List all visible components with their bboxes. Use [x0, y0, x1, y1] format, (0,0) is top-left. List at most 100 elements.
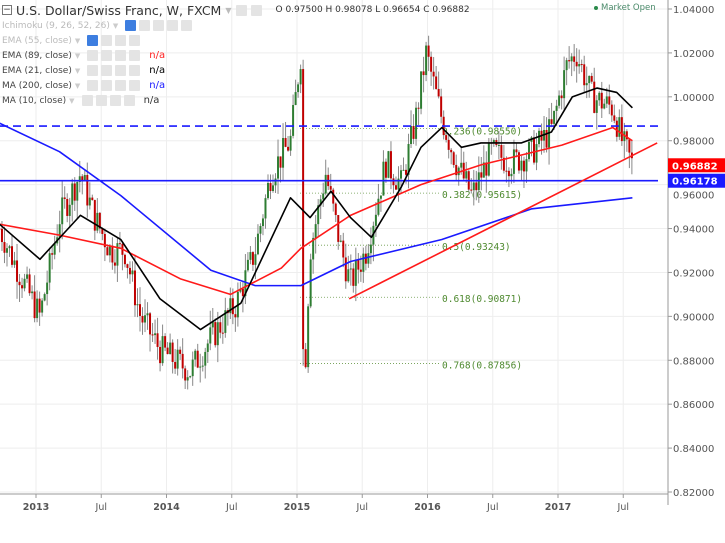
candle-up — [272, 185, 275, 191]
indicator-row[interactable]: EMA (55, close) ▼ — [2, 33, 470, 48]
candle-down — [507, 170, 510, 177]
indicator-row[interactable]: EMA (21, close) ▼ n/a — [2, 63, 470, 78]
candle-up — [603, 103, 606, 109]
candle-down — [284, 138, 287, 147]
candle-down — [329, 186, 332, 190]
candle-down — [352, 268, 355, 286]
chevron-down-icon[interactable]: ▼ — [69, 96, 75, 105]
candle-down — [98, 212, 101, 229]
gear-icon[interactable] — [101, 65, 113, 76]
candle-down — [101, 228, 104, 234]
candle-down — [359, 269, 362, 272]
ma-line — [0, 126, 633, 296]
indicator-row[interactable]: Ichimoku (9, 26, 52, 26) ▼ — [2, 18, 470, 33]
gear-icon[interactable] — [95, 95, 107, 106]
candle-down — [615, 120, 618, 137]
indicator-label[interactable]: EMA (55, close) — [2, 35, 72, 46]
candle-down — [545, 129, 548, 148]
candle-down — [21, 285, 24, 289]
chart-legend: − U.S. Dollar/Swiss Franc, W, FXCM ▼ O 0… — [2, 2, 470, 108]
y-tick-label: 0.86000 — [673, 400, 714, 411]
candle-down — [113, 262, 116, 266]
fib-level-label: 0.236(0.98550) — [442, 127, 522, 138]
eye-icon[interactable] — [125, 20, 137, 31]
chevron-down-icon[interactable]: ▼ — [225, 5, 232, 15]
gear-icon[interactable] — [101, 80, 113, 91]
indicator-row[interactable]: MA (10, close) ▼ n/a — [2, 93, 470, 108]
candle-down — [81, 176, 84, 181]
eye-icon[interactable] — [87, 35, 99, 46]
chevron-down-icon[interactable]: ▼ — [112, 21, 119, 30]
candle-up — [535, 144, 538, 163]
candle-down — [515, 149, 518, 153]
status-dot-icon — [594, 5, 598, 10]
gear-icon[interactable] — [101, 50, 113, 61]
close-icon[interactable] — [181, 20, 193, 31]
candle-up — [410, 126, 413, 144]
symbol-title[interactable]: U.S. Dollar/Swiss Franc, W, FXCM — [16, 2, 222, 18]
collapse-icon[interactable]: − — [2, 5, 12, 15]
indicator-row[interactable]: MA (200, close) ▼ n/a — [2, 78, 470, 93]
indicator-label[interactable]: MA (200, close) — [2, 80, 72, 91]
candle-down — [437, 88, 440, 97]
candle-up — [374, 214, 377, 226]
candle-down — [580, 64, 583, 66]
candle-down — [432, 71, 435, 77]
chevron-down-icon[interactable]: ▼ — [74, 66, 81, 75]
candle-up — [23, 278, 26, 289]
candle-up — [399, 170, 402, 179]
candle-down — [219, 322, 222, 333]
indicator-label[interactable]: Ichimoku (9, 26, 52, 26) — [2, 20, 110, 31]
candle-down — [332, 189, 335, 204]
candle-down — [417, 107, 420, 109]
candle-up — [362, 253, 365, 272]
candle-down — [560, 95, 563, 99]
candle-up — [472, 182, 475, 191]
plus-icon[interactable] — [167, 20, 179, 31]
x-tick-label: Jul — [95, 502, 107, 513]
candle-up — [254, 254, 257, 265]
indicator-label[interactable]: EMA (21, close) — [2, 65, 72, 76]
market-status: Market Open — [594, 3, 656, 13]
candle-up — [26, 274, 29, 279]
close-icon[interactable] — [129, 50, 141, 61]
chevron-down-icon[interactable]: ▼ — [74, 51, 81, 60]
plus-icon[interactable] — [115, 65, 127, 76]
close-icon[interactable] — [129, 80, 141, 91]
indicator-label[interactable]: MA (10, close) — [2, 95, 67, 106]
candle-up — [266, 182, 269, 199]
candle-up — [595, 100, 598, 113]
candle-up — [224, 310, 227, 333]
candle-down — [221, 332, 224, 334]
gear-icon[interactable] — [139, 20, 151, 31]
close-icon[interactable] — [129, 35, 141, 46]
candle-up — [292, 104, 295, 136]
candle-up — [425, 45, 428, 76]
eye-icon[interactable] — [87, 80, 99, 91]
plus-icon[interactable] — [109, 95, 121, 106]
chevron-down-icon[interactable]: ▼ — [74, 81, 81, 90]
source-icon[interactable] — [153, 20, 165, 31]
candle-up — [317, 205, 320, 225]
eye-icon[interactable] — [81, 95, 93, 106]
candle-up — [146, 313, 149, 316]
candle-down — [133, 270, 136, 306]
gear-icon[interactable] — [101, 35, 113, 46]
eye-icon[interactable] — [87, 65, 99, 76]
indicator-row[interactable]: EMA (89, close) ▼ n/a — [2, 48, 470, 63]
gear-icon[interactable] — [250, 4, 262, 16]
eye-icon[interactable] — [235, 4, 247, 16]
plus-icon[interactable] — [115, 80, 127, 91]
candle-up — [261, 218, 264, 227]
plus-icon[interactable] — [115, 35, 127, 46]
indicator-label[interactable]: EMA (89, close) — [2, 50, 72, 61]
eye-icon[interactable] — [87, 50, 99, 61]
market-status-label: Market Open — [601, 3, 656, 13]
close-icon[interactable] — [129, 65, 141, 76]
candle-up — [244, 270, 247, 297]
close-icon[interactable] — [123, 95, 135, 106]
chevron-down-icon[interactable]: ▼ — [74, 36, 81, 45]
plus-icon[interactable] — [115, 50, 127, 61]
candle-up — [48, 253, 51, 283]
